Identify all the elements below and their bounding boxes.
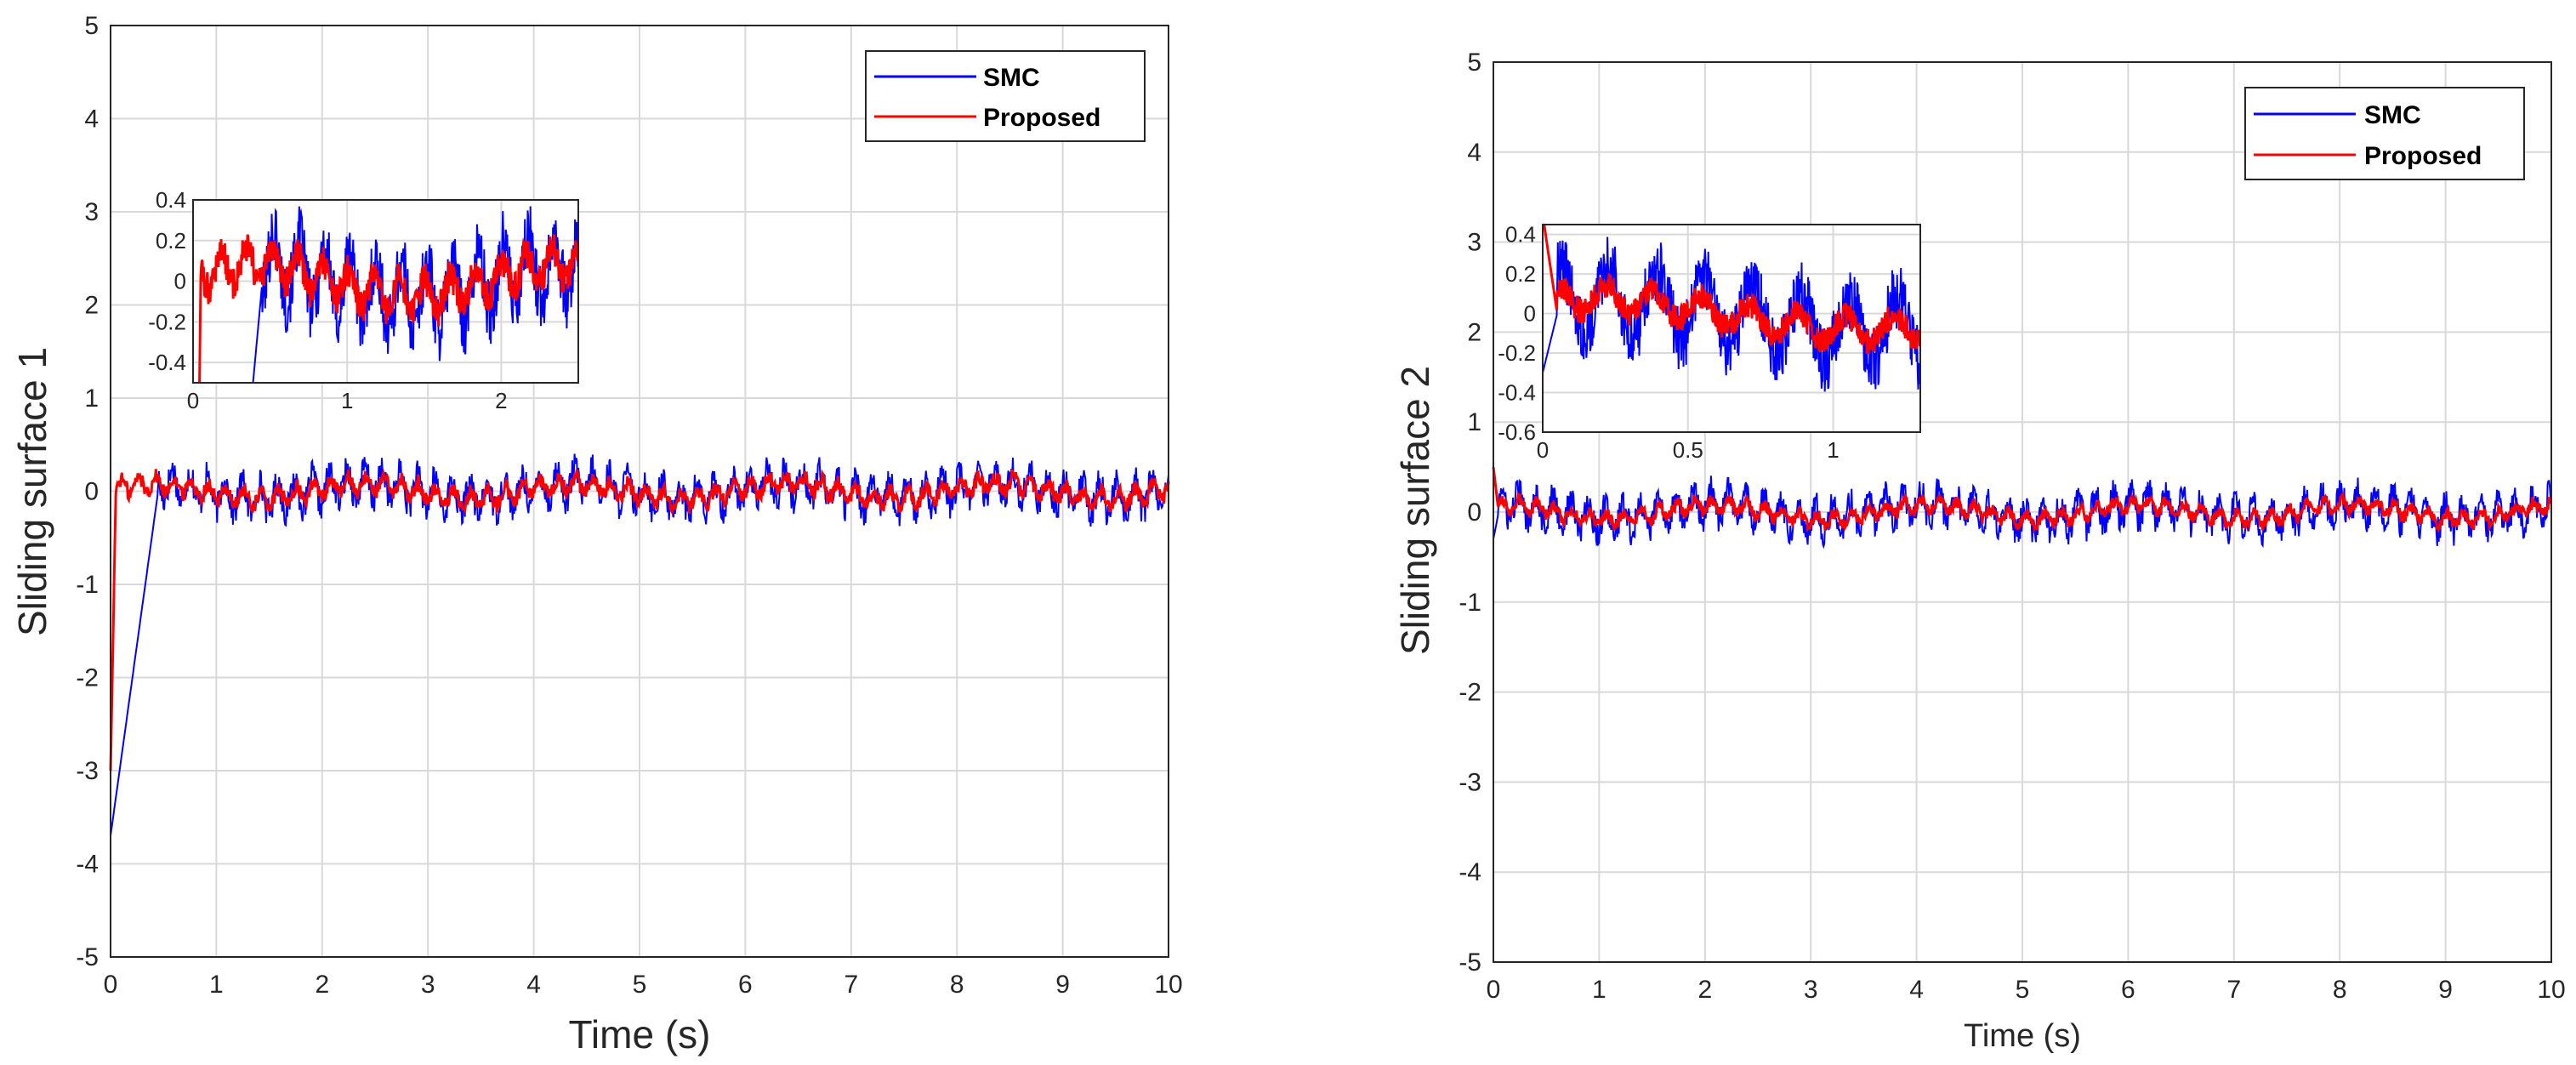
y-tick-label: 3 (1467, 229, 1481, 257)
inset-x-tick-label: 0 (187, 388, 199, 413)
inset-y-tick-label: 0 (1524, 301, 1536, 327)
x-tick-label: 5 (2016, 976, 2030, 1004)
x-tick-label: 4 (526, 971, 541, 999)
inset-y-tick-label: 0.2 (156, 228, 186, 253)
inset-y-tick-label: 0.4 (1505, 222, 1536, 248)
legend-label-proposed: Proposed (983, 104, 1100, 132)
x-tick-label: 1 (1592, 976, 1606, 1004)
y-tick-label: 5 (1467, 48, 1481, 77)
legend: SMC Proposed (2244, 87, 2525, 180)
inset-y-tick-label: 0.2 (1505, 261, 1536, 287)
y-tick-labels: 5 4 3 2 1 0 -1 -2 -3 -4 -5 (1459, 48, 1481, 977)
x-tick-label: 0 (1487, 976, 1501, 1004)
x-tick-label: 2 (315, 971, 329, 999)
x-axis-label: Time (s) (569, 1012, 711, 1056)
inset-x-tick-label: 0.5 (1673, 437, 1703, 463)
y-tick-label: 3 (84, 198, 99, 226)
y-tick-label: 0 (1467, 498, 1481, 527)
y-tick-label: -4 (1459, 858, 1481, 886)
inset-plot: 0 0.5 1 0.40.20-0.2-0.4-0.6 (1498, 222, 1921, 463)
y-tick-label: -4 (76, 851, 99, 879)
series-line-proposed (1492, 466, 2552, 534)
inset-y-tick-label: -0.2 (148, 309, 186, 334)
legend-label-smc: SMC (2364, 101, 2421, 129)
x-tick-labels: 0 1 2 3 4 5 6 7 8 9 10 (1487, 976, 2566, 1004)
y-tick-label: 4 (84, 105, 99, 134)
inset-x-tick-label: 1 (1827, 437, 1839, 463)
inset-x-tick-label: 2 (495, 388, 507, 413)
plot-frame (110, 25, 1169, 958)
x-tick-label: 2 (1697, 976, 1712, 1004)
legend: SMC Proposed (865, 50, 1146, 142)
inset-y-tick-label: -0.4 (148, 350, 186, 375)
y-tick-label: 0 (84, 478, 99, 506)
series-lines (1492, 466, 2552, 550)
x-tick-label: 10 (1154, 971, 1182, 999)
y-tick-label: -2 (1459, 679, 1481, 707)
y-tick-label: -1 (1459, 589, 1481, 617)
y-tick-label: 4 (1467, 139, 1481, 167)
y-tick-label: 1 (1467, 408, 1481, 436)
inset-series-lines (1543, 225, 1920, 392)
y-tick-label: 5 (84, 12, 99, 40)
x-tick-label: 6 (738, 971, 753, 999)
series-line-proposed (109, 468, 1170, 772)
plot-frame (1493, 61, 2552, 963)
y-tick-label: -3 (1459, 768, 1481, 796)
legend-box (865, 50, 1146, 142)
x-tick-label: 1 (209, 971, 224, 999)
x-tick-label: 7 (2226, 976, 2241, 1004)
inset-x-tick-label: 1 (341, 388, 353, 413)
x-tick-label: 4 (1909, 976, 1924, 1004)
inset-frame (192, 199, 579, 384)
inset-y-tick-labels: 0.4 0.2 0 -0.2 -0.4 (148, 187, 186, 375)
y-tick-label: 2 (1467, 318, 1481, 346)
inset-y-tick-label: 0 (174, 269, 186, 294)
inset-y-tick-label: -0.6 (1498, 419, 1536, 445)
x-tick-label: 9 (2438, 976, 2453, 1004)
inset-x-tick-label: 0 (1537, 437, 1549, 463)
inset-series-line-proposed (198, 234, 578, 383)
x-tick-label: 10 (2537, 976, 2565, 1004)
inset-series-line-proposed (1543, 225, 1920, 355)
inset-series-lines (198, 206, 578, 383)
x-axis-label: Time (s) (1964, 1018, 2081, 1054)
y-tick-label: -1 (76, 571, 99, 599)
x-tick-label: 8 (950, 971, 964, 999)
inset-y-tick-label: -0.2 (1498, 340, 1536, 366)
x-tick-label: 7 (844, 971, 858, 999)
x-tick-labels: 0 1 2 3 4 5 6 7 8 9 10 (104, 971, 1183, 999)
inset-frame (1542, 224, 1921, 433)
x-tick-label: 6 (2121, 976, 2135, 1004)
legend-label-proposed: Proposed (2364, 142, 2482, 170)
y-tick-labels: 5 4 3 2 1 0 -1 -2 -3 -4 -5 (76, 12, 99, 971)
y-tick-label: -3 (76, 757, 99, 785)
inset-y-tick-label: 0.4 (156, 187, 186, 213)
x-tick-label: 8 (2333, 976, 2347, 1004)
legend-box (2244, 87, 2525, 180)
inset-x-tick-labels: 0 1 2 (187, 388, 508, 413)
y-axis-label: Sliding surface 2 (1393, 366, 1437, 655)
y-tick-label: 1 (84, 384, 99, 413)
y-axis-label: Sliding surface 1 (10, 347, 54, 636)
x-tick-label: 3 (421, 971, 435, 999)
inset-y-tick-label: -0.4 (1498, 380, 1536, 406)
inset-y-tick-labels: 0.4 0.2 0 -0.2 -0.4 -0.6 (1498, 222, 1536, 445)
x-tick-label: 3 (1804, 976, 1818, 1004)
x-tick-label: 0 (104, 971, 118, 999)
y-tick-label: -5 (76, 943, 99, 971)
series-lines (109, 453, 1170, 836)
inset-plot: 0 1 2 0.4 0.2 0 -0.2 -0.4 (148, 187, 579, 413)
x-tick-label: 5 (633, 971, 647, 999)
inset-x-tick-labels: 0 0.5 1 (1537, 437, 1840, 463)
legend-label-smc: SMC (983, 64, 1040, 92)
x-tick-label: 9 (1055, 971, 1070, 999)
y-tick-label: 2 (84, 292, 99, 320)
y-tick-label: -5 (1459, 948, 1481, 977)
y-tick-label: -2 (76, 664, 99, 692)
